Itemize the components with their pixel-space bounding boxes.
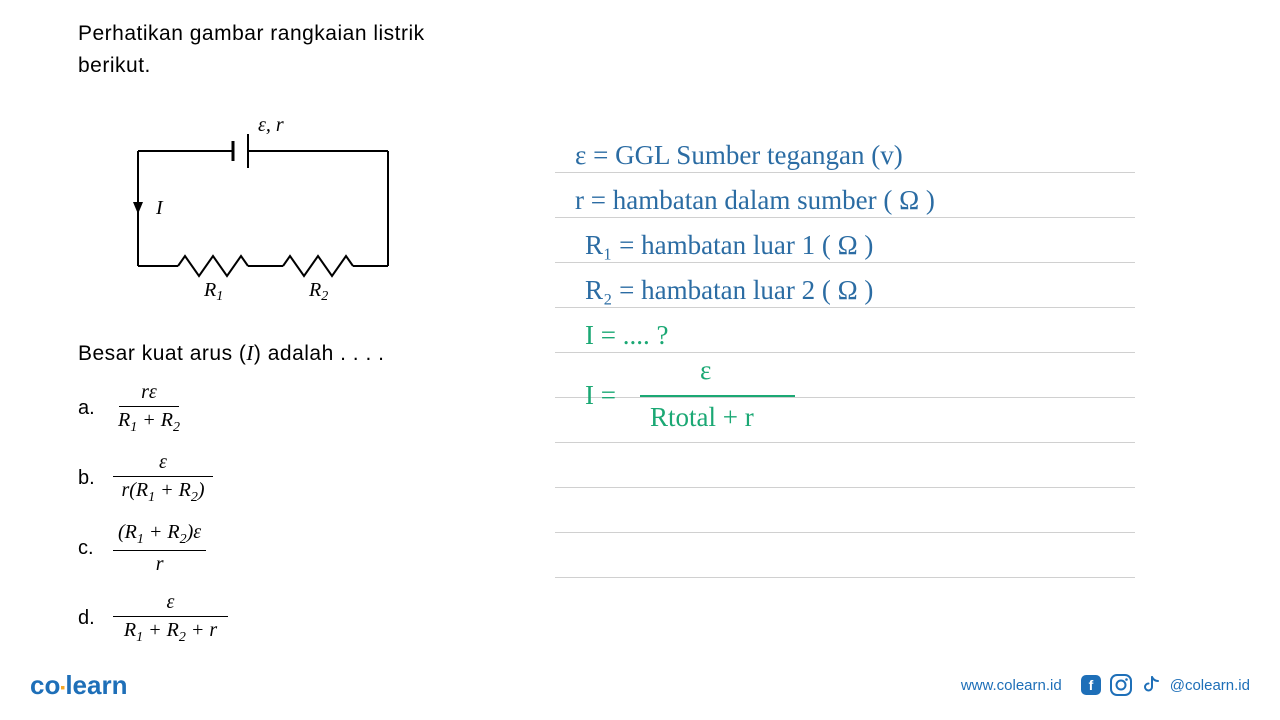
ruled-line [555, 307, 1135, 308]
handwriting-line: I = .... ? [585, 320, 668, 351]
option-c-label: c. [78, 537, 113, 560]
logo-learn: learn [65, 670, 127, 700]
logo-co: co [30, 670, 60, 700]
svg-text:f: f [1088, 677, 1093, 693]
footer-handle: @colearn.id [1170, 677, 1250, 694]
option-d: d. ε R1 + R2 + r [78, 591, 538, 646]
tiktok-icon [1140, 674, 1162, 696]
epsilon-label: ε, r [258, 114, 284, 136]
ruled-line [555, 442, 1135, 443]
r1-label: R1 [203, 279, 223, 304]
brand-logo: co▪learn [30, 670, 127, 701]
option-a: a. rε R1 + R2 [78, 381, 538, 436]
question-intro: Perhatikan gambar rangkaian listrik beri… [78, 18, 538, 81]
handwriting-line: Rtotal + r [650, 402, 754, 433]
footer-url: www.colearn.id [961, 677, 1062, 694]
handwriting-line: R₁ = hambatan luar 1 ( Ω ) [585, 230, 873, 261]
fraction-line [640, 395, 795, 397]
ruled-line [555, 217, 1135, 218]
ruled-line [555, 352, 1135, 353]
ruled-line [555, 397, 1135, 398]
sub-question: Besar kuat arus (I) adalah . . . . [78, 341, 538, 366]
option-a-label: a. [78, 397, 113, 420]
social-icons: f @colearn.id [1080, 674, 1250, 696]
handwriting-line: I = [585, 380, 616, 411]
handwriting-area: ε = GGL Sumber tegangan (v) r = hambatan … [555, 130, 1135, 600]
footer-right: www.colearn.id f @colearn.id [961, 674, 1250, 696]
ruled-line [555, 172, 1135, 173]
circuit-diagram: ε, r I R1 R2 [108, 106, 408, 316]
ruled-line [555, 262, 1135, 263]
question-intro-line2: berikut. [78, 54, 151, 77]
option-b: b. ε r(R1 + R2) [78, 451, 538, 506]
instagram-icon [1110, 674, 1132, 696]
option-b-label: b. [78, 467, 113, 490]
r2-label: R2 [308, 279, 328, 304]
option-c: c. (R1 + R2)ε r [78, 521, 538, 576]
ruled-line [555, 487, 1135, 488]
current-label: I [155, 197, 164, 219]
facebook-icon: f [1080, 674, 1102, 696]
ruled-line [555, 532, 1135, 533]
ruled-line [555, 577, 1135, 578]
handwriting-line: R₂ = hambatan luar 2 ( Ω ) [585, 275, 873, 306]
question-intro-line1: Perhatikan gambar rangkaian listrik [78, 22, 425, 45]
handwriting-line: ε = GGL Sumber tegangan (v) [575, 140, 903, 171]
footer: co▪learn www.colearn.id f @colearn.id [0, 665, 1280, 705]
handwriting-line: r = hambatan dalam sumber ( Ω ) [575, 185, 935, 216]
option-d-label: d. [78, 607, 113, 630]
handwriting-line: ε [700, 355, 711, 386]
answer-options: a. rε R1 + R2 b. ε r(R1 + R2) c. (R1 + R… [78, 381, 538, 646]
